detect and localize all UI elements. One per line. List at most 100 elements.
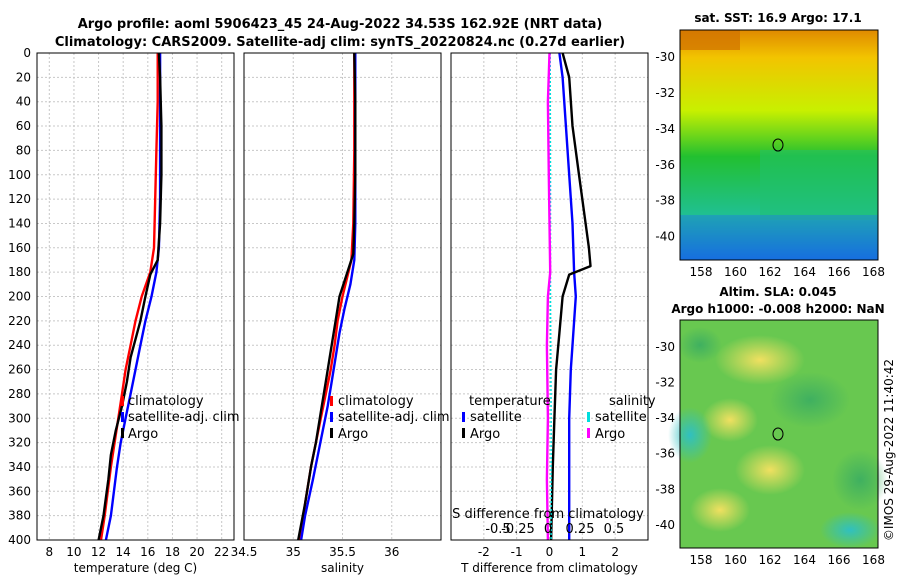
difference-panel: -2 -1 0 1 2 T difference from climatology [450, 52, 649, 575]
depth-tick-label: 260 [8, 363, 31, 377]
x-tick-label: 18 [165, 545, 180, 559]
legend-swatch-temperature-argo [462, 428, 465, 438]
map-y-tick-label: -32 [655, 376, 675, 390]
map-y-tick-label: -30 [655, 340, 675, 354]
argo-location-marker [772, 138, 784, 152]
depth-tick-label: 280 [8, 387, 31, 401]
difference-legend: temperature satellite Argo salinity sate… [462, 394, 656, 442]
series-line-salinity-satellite [549, 52, 552, 540]
title-line-1: Argo profile: aoml 5906423_45 24-Aug-202… [78, 17, 603, 32]
depth-tick-label: 180 [8, 265, 31, 279]
legend-swatch-argo [121, 428, 124, 438]
x-tick-label: 2 [611, 545, 619, 559]
depth-tick-label: 160 [8, 241, 31, 255]
s-tick-label: 0.5 [604, 522, 625, 537]
title-line-2: Climatology: CARS2009. Satellite-adj cli… [55, 35, 625, 50]
x-tick-label: 20 [189, 545, 204, 559]
legend-label-satellite: satellite-adj. clim [128, 410, 240, 425]
legend-title-temperature: temperature [469, 394, 551, 409]
x-tick-label: 14 [116, 545, 131, 559]
depth-tick-label: 320 [8, 436, 31, 450]
x-tick-label: 10 [66, 545, 81, 559]
series-line-temperature-satellite [558, 52, 577, 540]
map-x-tick-label: 160 [724, 553, 747, 567]
map-x-tick-label: 160 [724, 265, 747, 279]
legend-swatch-satellite [330, 412, 333, 422]
map-x-tick-label: 162 [759, 265, 782, 279]
map-y-tick-label: -34 [655, 411, 675, 425]
x-tick-label: 12 [91, 545, 106, 559]
legend-swatch-argo [330, 428, 333, 438]
temperature-legend: climatology satellite-adj. clim Argo [121, 394, 240, 442]
sla-map-xticks: 158 160 162 164 166 168 [690, 553, 885, 567]
map-x-tick-label: 158 [690, 553, 713, 567]
legend-label-satellite: satellite-adj. clim [338, 410, 450, 425]
sla-eddy [668, 407, 712, 463]
x-tick-label: 16 [140, 545, 155, 559]
salinity-panel: 34.5 35 35.5 36 salinity [231, 52, 442, 575]
series-line-temperature-argo [549, 52, 592, 541]
x-tick-label: -2 [478, 545, 490, 559]
sla-eddy [678, 327, 722, 363]
s-difference-ticks: -0.5-0.25 0 0.25 0.5 [485, 522, 624, 537]
map-x-tick-label: 168 [862, 265, 885, 279]
map-y-tick-label: -38 [655, 194, 675, 208]
legend-label-argo: Argo [338, 427, 368, 442]
series-line-satellite-adj-clim [104, 53, 162, 541]
sla-eddy [735, 445, 805, 495]
sst-map-field [680, 30, 878, 260]
x-tick-label: 35.5 [329, 545, 356, 559]
s-tick-label: -0.25 [501, 522, 535, 537]
sst-cool-patch [760, 150, 878, 220]
legend-swatch-satellite [121, 412, 124, 422]
x-tick-label: 36 [384, 545, 399, 559]
depth-axis: 0 20 40 60 80 100 120 140 160 180 200 220 240 260 280 3… [8, 46, 31, 547]
depth-tick-label: 200 [8, 290, 31, 304]
map-x-tick-label: 168 [862, 553, 885, 567]
map-y-tick-label: -34 [655, 122, 675, 136]
series-line-argo [97, 52, 163, 541]
map-y-tick-label: -30 [655, 50, 675, 64]
salinity-legend: climatology satellite-adj. clim Argo [330, 394, 450, 442]
sst-warm-patch [680, 30, 740, 50]
legend-swatch-climatology [330, 396, 333, 406]
sst-map: sat. SST: 16.9 Argo: 17.1 -30-32-34-36-3… [655, 11, 885, 279]
x-axis-label: temperature (deg C) [74, 561, 197, 575]
sla-map-title: Altim. SLA: 0.045 [719, 285, 836, 299]
legend-swatch-salinity-argo [587, 428, 590, 438]
legend-label-temperature-argo: Argo [470, 427, 500, 442]
map-y-tick-label: -40 [655, 518, 675, 532]
sla-map-yticks: -30 -32 -34 -36 -38 -40 [655, 340, 675, 532]
sla-eddy [702, 398, 758, 442]
s-tick-label: 0 [544, 522, 552, 537]
s-difference-axis-label: S difference from climatology [452, 507, 644, 522]
x-tick-label: -1 [511, 545, 523, 559]
x-axis-label: salinity [321, 561, 364, 575]
map-x-tick-label: 164 [793, 265, 816, 279]
depth-tick-label: 360 [8, 484, 31, 498]
x-tick-label: 8 [45, 545, 53, 559]
x-tick-label: 34.5 [231, 545, 258, 559]
depth-tick-label: 220 [8, 314, 31, 328]
series-line-salinity-argo [545, 52, 552, 541]
temperature-panel: 8 10 12 14 16 18 20 22 temperature (deg C) [36, 52, 235, 575]
sla-eddy [832, 450, 888, 510]
depth-tick-label: 80 [16, 143, 31, 157]
x-tick-label: 22 [214, 545, 229, 559]
sla-map-subtitle: Argo h1000: -0.008 h2000: NaN [671, 302, 884, 316]
sst-cold-patch [680, 215, 878, 260]
depth-tick-label: 60 [16, 119, 31, 133]
series-line-climatology [99, 53, 159, 541]
imos-watermark: ©IMOS 29-Aug-2022 11:40:42 [882, 359, 896, 541]
depth-tick-label: 100 [8, 168, 31, 182]
sla-map-frame [679, 319, 879, 549]
sla-eddy [770, 372, 850, 428]
depth-tick-label: 240 [8, 338, 31, 352]
s-tick-label: -0.5 [485, 522, 510, 537]
depth-tick-label: 340 [8, 460, 31, 474]
sst-map-xticks: 158 160 162 164 166 168 [690, 265, 885, 279]
sla-map: Altim. SLA: 0.045 Argo h1000: -0.008 h20… [655, 285, 888, 567]
depth-tick-label: 140 [8, 216, 31, 230]
legend-swatch-climatology [121, 396, 124, 406]
